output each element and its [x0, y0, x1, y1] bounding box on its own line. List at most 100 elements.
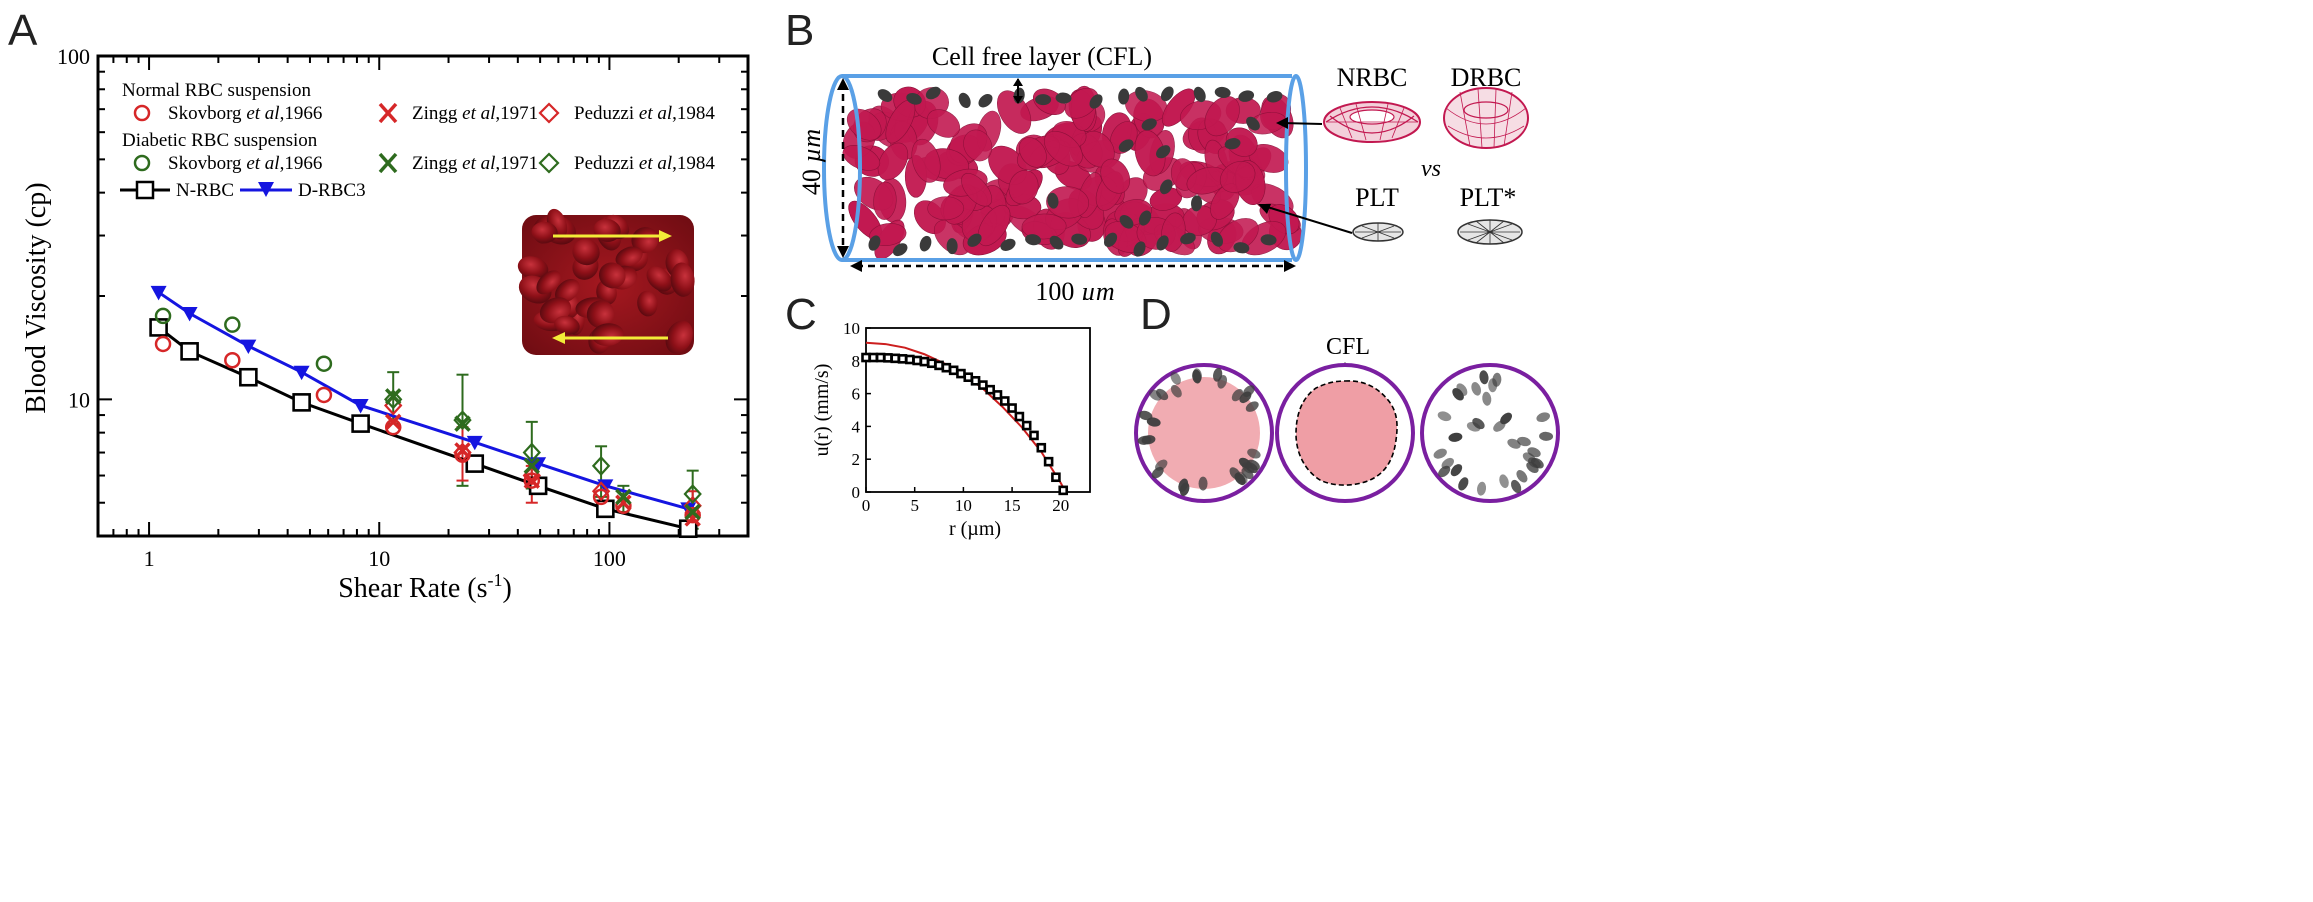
- c-data-point: [1029, 430, 1039, 441]
- a-data-point: [240, 339, 257, 355]
- rbc-cell: [555, 278, 580, 303]
- rbc-cell: [637, 290, 658, 317]
- legend-label-diabetic-peduzzi: Peduzzi et al,1984: [574, 153, 715, 174]
- legend-label-normal-peduzzi: Peduzzi et al,1984: [574, 103, 715, 124]
- vessel-cell-suspension: [842, 85, 1302, 260]
- c-data-point: [948, 365, 959, 376]
- c-data-point: [912, 355, 922, 366]
- platelet: [1047, 192, 1059, 209]
- c-data-point: [992, 390, 1003, 400]
- cfl-indicator: [1013, 78, 1023, 104]
- a-data-point: [592, 488, 610, 506]
- c-series-0: [865, 341, 1067, 493]
- legend-marker-diabetic-zingg: [378, 152, 398, 174]
- legend-header-normal: Normal RBC suspension: [122, 80, 311, 101]
- c-data-point: [1007, 403, 1017, 413]
- a-data-point: [293, 365, 310, 381]
- nrbc-label: NRBC: [1337, 63, 1408, 92]
- rbc-cell: [646, 266, 673, 292]
- c-data-point: [941, 362, 952, 373]
- a-data-point: [522, 442, 541, 463]
- legend-marker-drbc3: [240, 182, 292, 197]
- rbc-shear-inset: [517, 208, 695, 355]
- a-y-tick-label: 100: [57, 44, 90, 69]
- a-data-point: [683, 484, 702, 505]
- legend-header-diabetic: Diabetic RBC suspension: [122, 130, 318, 151]
- platelet: [1198, 476, 1208, 491]
- platelet: [1103, 232, 1118, 248]
- c-data-point: [861, 352, 871, 363]
- a-data-point: [523, 472, 541, 489]
- velocity-profile-chart: 0 5 10 15 20 0 2 4 6 8 10 r (µm) u(r) (mm/s): [811, 319, 1091, 540]
- panel-label-c: C: [785, 290, 817, 339]
- a-series-5: [154, 307, 333, 372]
- c-data-point: [963, 372, 974, 383]
- a-data-point: [453, 442, 472, 463]
- platelet: [1178, 478, 1189, 492]
- a-data-point: [453, 410, 472, 431]
- a-y-tick-label: 10: [68, 387, 90, 412]
- platelet: [1238, 90, 1255, 102]
- c-x-tick-label: 10: [955, 496, 972, 515]
- a-data-point: [523, 457, 541, 475]
- platelet: [1118, 88, 1130, 105]
- platelet: [1536, 412, 1550, 423]
- c-y-tick-label: 6: [852, 385, 861, 404]
- c-data-point: [919, 356, 930, 367]
- c-data-point: [999, 396, 1010, 406]
- c-data-point: [934, 360, 944, 371]
- c-x-axis-label: r (µm): [949, 518, 1001, 540]
- platelet: [1246, 116, 1260, 131]
- a-data-point: [154, 307, 172, 325]
- platelet: [1517, 436, 1531, 447]
- platelet: [1138, 210, 1152, 226]
- a-x-tick-label: 10: [368, 546, 390, 571]
- rbc-cell: [572, 239, 600, 266]
- c-data-point: [890, 353, 901, 364]
- c-data-point: [1051, 472, 1061, 483]
- platelet: [925, 86, 941, 100]
- rbc-cell: [873, 181, 897, 220]
- a-data-point: [351, 414, 370, 433]
- platelet: [1482, 391, 1492, 406]
- c-data-point: [905, 354, 915, 365]
- c-y-tick-label: 4: [852, 417, 861, 436]
- rbc-cell: [1046, 186, 1090, 219]
- platelet: [1035, 94, 1052, 106]
- platelet: [1527, 447, 1541, 458]
- platelet: [1433, 448, 1447, 459]
- platelet: [1437, 411, 1452, 422]
- c-series-1: [861, 352, 1069, 496]
- c-x-tick-label: 5: [910, 496, 919, 515]
- a-data-point: [224, 351, 241, 369]
- platelet: [1539, 431, 1554, 441]
- x-axis-label: Shear Rate (s-1): [338, 570, 512, 604]
- rbc-cell: [877, 142, 909, 181]
- rbc-cell: [1219, 161, 1256, 193]
- platelet: [877, 89, 893, 102]
- viscosity-chart: 1 10 100 10 100 Normal RBC suspension Skovbo…: [21, 44, 750, 604]
- c-data-point: [1043, 456, 1054, 467]
- platelet: [1192, 368, 1202, 383]
- c-data-point: [883, 353, 893, 363]
- rbc-cell: [911, 138, 941, 183]
- legend-label-drbc3: D-RBC3: [298, 180, 366, 201]
- c-y-axis-label: u(r) (mm/s): [811, 364, 833, 457]
- vessel-tube: [822, 74, 1308, 262]
- platelet: [1170, 371, 1181, 385]
- platelet: [1510, 479, 1522, 494]
- a-data-point: [591, 481, 611, 502]
- platelet: [1448, 432, 1463, 442]
- platelet: [1213, 367, 1223, 382]
- platelet: [978, 93, 993, 108]
- panel-label-b: B: [785, 6, 815, 55]
- platelet: [1156, 235, 1169, 251]
- rbc-cell: [598, 262, 626, 289]
- c-data-point: [1014, 411, 1025, 422]
- vs-label: vs: [1421, 156, 1441, 182]
- platelet: [1233, 242, 1250, 254]
- rbc-cell: [977, 204, 1011, 247]
- a-data-point: [352, 399, 369, 414]
- platelet: [906, 92, 922, 105]
- c-data-point: [868, 352, 879, 363]
